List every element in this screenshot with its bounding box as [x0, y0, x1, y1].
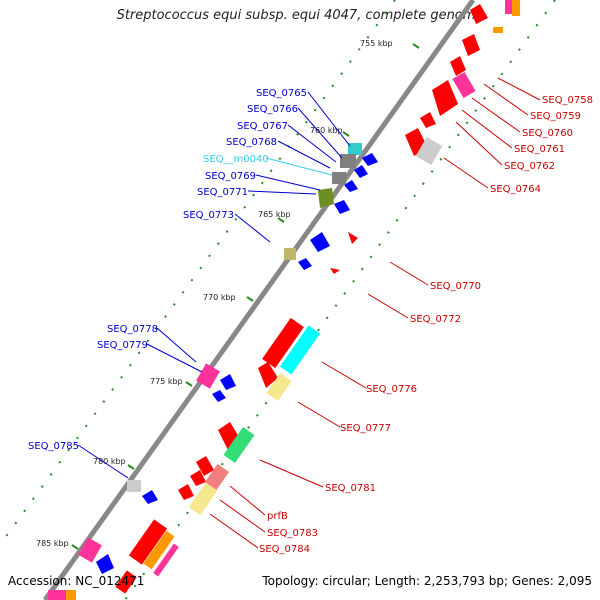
kbp-tick-780: 780 kbp — [93, 457, 135, 470]
gene-block — [220, 374, 236, 390]
gene-block — [340, 154, 356, 168]
gene-label-seq-0779[interactable]: SEQ_0779 — [97, 340, 148, 351]
gene-label-seq-0766[interactable]: SEQ_0766 — [247, 104, 298, 115]
accession-label: Accession: NC_012471 — [8, 574, 145, 588]
gene-label-seq-0760[interactable]: SEQ_0760 — [522, 128, 573, 139]
gene-label-seq-0777[interactable]: SEQ_0777 — [340, 423, 391, 434]
gene-block — [142, 490, 158, 504]
kbp-tick-760: 760 kbp — [310, 126, 350, 137]
genome-summary-label: Topology: circular; Length: 2,253,793 bp… — [262, 574, 592, 588]
gene-block — [298, 258, 312, 270]
reverse-label-leaders — [209, 77, 541, 549]
gene-block — [334, 200, 350, 214]
gene-block — [196, 456, 214, 476]
gene-block — [505, 0, 515, 14]
gene-block — [318, 188, 334, 208]
forward-label-leaders — [77, 91, 351, 479]
gene-block — [143, 530, 175, 570]
gene-block — [450, 56, 466, 76]
gene-block — [348, 143, 362, 155]
gene-block — [415, 136, 443, 166]
svg-text:780 kbp: 780 kbp — [93, 457, 126, 466]
gene-label-seq-0768[interactable]: SEQ_0768 — [226, 137, 277, 148]
gene-block — [354, 165, 368, 178]
svg-text:770 kbp: 770 kbp — [203, 293, 236, 302]
gene-block — [188, 482, 218, 516]
genome-backbone — [42, 0, 476, 600]
gene-label-seq-0772[interactable]: SEQ_0772 — [410, 314, 461, 325]
gene-label-seq-0764[interactable]: SEQ_0764 — [490, 184, 541, 195]
kbp-tick-755: 755 kbp — [360, 39, 420, 49]
svg-text:755 kbp: 755 kbp — [360, 39, 393, 48]
gene-block — [66, 590, 76, 600]
svg-text:760 kbp: 760 kbp — [310, 126, 343, 135]
tick-track-outer-right — [124, 0, 556, 600]
gene-block — [452, 71, 476, 99]
gene-block — [344, 180, 358, 192]
gene-label-seq-0759[interactable]: SEQ_0759 — [530, 111, 581, 122]
gene-label-seq-0765[interactable]: SEQ_0765 — [256, 88, 307, 99]
gene-block — [420, 112, 436, 128]
kbp-tick-785: 785 kbp — [36, 539, 79, 550]
gene-label-seq-0770[interactable]: SEQ_0770 — [430, 281, 481, 292]
forward-strand-genes — [48, 143, 378, 600]
gene-block — [190, 470, 206, 486]
kbp-tick-770: 770 kbp — [203, 293, 254, 302]
gene-label-seq-0771[interactable]: SEQ_0771 — [197, 187, 248, 198]
gene-block — [284, 248, 296, 260]
gene-block — [258, 362, 278, 388]
svg-text:765 kbp: 765 kbp — [258, 210, 291, 219]
gene-block — [96, 554, 114, 574]
map-title: Streptococcus equi subsp. equi 4047, com… — [116, 8, 484, 23]
gene-block — [78, 537, 102, 563]
gene-block — [196, 363, 220, 389]
gene-label-seq-0776[interactable]: SEQ_0776 — [366, 384, 417, 395]
gene-block — [153, 543, 179, 577]
gene-label-seq-0761[interactable]: SEQ_0761 — [514, 144, 565, 155]
gene-label-seq-0781[interactable]: SEQ_0781 — [325, 483, 376, 494]
gene-block — [432, 80, 458, 116]
gene-label-seq-0784[interactable]: SEQ_0784 — [259, 544, 310, 555]
gene-label-seq-0758[interactable]: SEQ_0758 — [542, 95, 593, 106]
gene-block — [204, 463, 230, 491]
gene-block — [266, 373, 292, 401]
gene-label-seq-0767[interactable]: SEQ_0767 — [237, 121, 288, 132]
gene-label-prfb[interactable]: prfB — [267, 511, 288, 522]
gene-block — [470, 4, 488, 24]
gene-block — [362, 153, 378, 166]
gene-block — [127, 480, 141, 492]
gene-block — [348, 232, 358, 244]
gene-block — [128, 519, 168, 565]
gene-block — [330, 268, 340, 274]
gene-block — [115, 570, 137, 594]
gene-block — [212, 390, 226, 402]
gene-label-seq-0773[interactable]: SEQ_0773 — [183, 210, 234, 221]
gene-label-seq-m0040[interactable]: SEQ__m0040 — [203, 154, 269, 165]
gene-label-seq-0769[interactable]: SEQ_0769 — [205, 171, 256, 182]
gene-block — [462, 34, 480, 56]
kbp-tick-765: 765 kbp — [258, 210, 291, 223]
reverse-strand-genes — [115, 0, 520, 594]
gene-label-seq-0785[interactable]: SEQ_0785 — [28, 441, 79, 452]
svg-text:775 kbp: 775 kbp — [150, 377, 183, 386]
gene-block — [262, 317, 304, 369]
gene-label-seq-0778[interactable]: SEQ_0778 — [107, 324, 158, 335]
gene-block — [493, 27, 503, 33]
gene-block — [279, 325, 321, 375]
gene-block — [512, 0, 520, 16]
kbp-tick-775: 775 kbp — [150, 377, 193, 387]
gene-block — [48, 590, 68, 600]
gene-block — [332, 172, 346, 184]
gene-block — [310, 232, 330, 252]
gene-label-seq-0762[interactable]: SEQ_0762 — [504, 161, 555, 172]
svg-text:785 kbp: 785 kbp — [36, 539, 69, 548]
gene-block — [178, 484, 194, 500]
gene-label-seq-0783[interactable]: SEQ_0783 — [267, 528, 318, 539]
gene-block — [223, 427, 255, 463]
